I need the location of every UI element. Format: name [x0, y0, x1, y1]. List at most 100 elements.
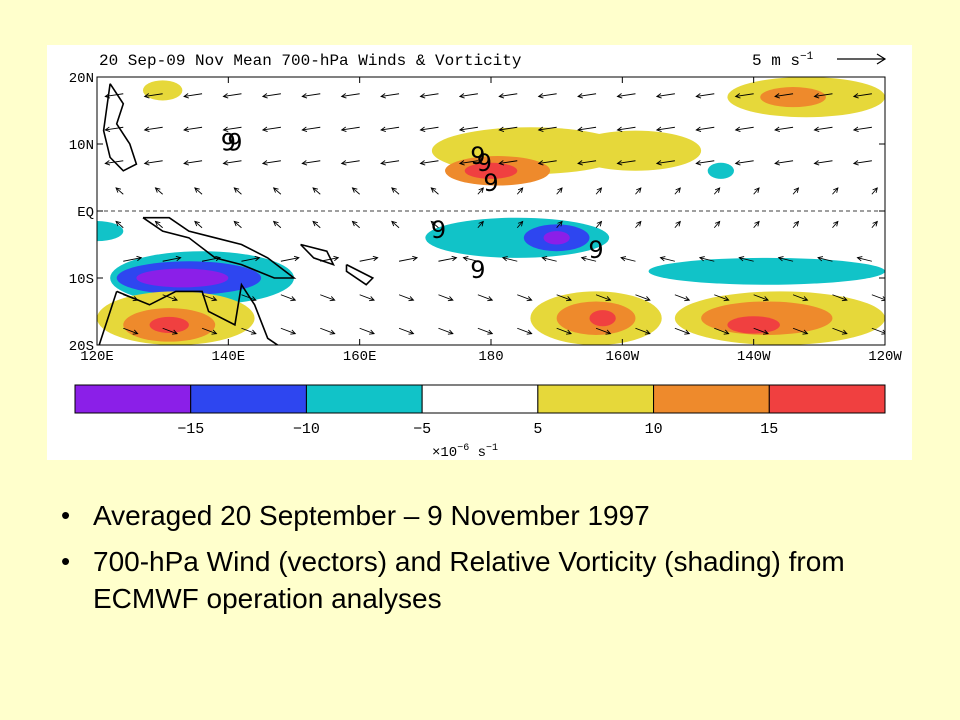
wind-vector [123, 327, 138, 335]
wind-vector-head [272, 187, 279, 193]
wind-vector-head [351, 220, 358, 227]
wind-vector [753, 294, 769, 301]
wind-vector-head [194, 187, 200, 193]
wind-vector [320, 327, 335, 335]
wind-vector [735, 93, 754, 97]
wind-vector [774, 160, 794, 164]
wind-vector-head [430, 187, 437, 193]
wind-vector-head [419, 160, 426, 166]
wind-vector [105, 93, 124, 97]
wind-vector [499, 93, 518, 97]
wind-vector-head [644, 296, 651, 302]
wind-vector [774, 126, 794, 131]
wind-vector [502, 257, 518, 262]
wind-vector [674, 221, 681, 229]
tropical-cyclone-symbol: 9 [221, 129, 236, 157]
wind-vector-head [852, 126, 859, 132]
tropical-cyclone-symbol: 9 [470, 256, 485, 284]
wind-vector-head [290, 296, 297, 302]
wind-vector [144, 160, 163, 164]
wind-vector [595, 294, 611, 301]
wind-vector [341, 126, 360, 131]
wind-vector-head [340, 93, 347, 99]
wind-vector-head [655, 126, 662, 132]
wind-vector-head [143, 126, 150, 132]
wind-vector [832, 294, 848, 301]
coastline [102, 83, 138, 172]
colorbar-tick-label: 15 [760, 421, 778, 438]
wind-vector-head [329, 329, 336, 335]
wind-vector-head [695, 126, 702, 132]
wind-vector [241, 327, 257, 335]
wind-vector-head [104, 126, 111, 132]
wind-vector-head [183, 126, 189, 132]
wind-vector [280, 327, 296, 335]
wind-vector [656, 160, 675, 164]
vorticity-region [707, 162, 734, 179]
wind-vector-head [250, 296, 257, 302]
wind-vector-head [577, 126, 583, 132]
wind-vector-head [175, 255, 182, 262]
wind-vector-head [526, 296, 533, 302]
wind-vector-head [841, 329, 848, 335]
wind-vector [273, 187, 282, 195]
wind-vector-head [526, 329, 533, 335]
wind-vector-head [233, 220, 240, 227]
wind-vector [656, 126, 675, 131]
wind-vector-head [419, 126, 426, 132]
wind-vector-head [881, 296, 885, 302]
wind-vector [459, 126, 478, 131]
wind-vector-head [695, 93, 702, 99]
wind-vector-head [340, 160, 347, 166]
wind-vector-head [458, 126, 465, 132]
wind-vector [273, 221, 282, 229]
x-tick-label: 180 [478, 349, 503, 365]
wind-vector [674, 327, 690, 335]
wind-vector-head [272, 220, 279, 227]
vorticity-figure: 20 Sep-09 Nov Mean 700-hPa Winds & Vorti… [47, 45, 912, 460]
wind-vector [391, 187, 400, 195]
wind-vector-head [233, 187, 240, 193]
wind-vector [635, 294, 651, 301]
wind-vector-head [856, 256, 863, 262]
wind-vector [241, 294, 257, 301]
wind-vector [420, 126, 439, 131]
wind-vector-head [659, 256, 666, 262]
wind-vector [359, 327, 375, 335]
svg-text:5 m s−1: 5 m s−1 [752, 51, 814, 70]
wind-vector [660, 257, 675, 262]
wind-vector [674, 187, 681, 195]
wind-vector-head [154, 220, 161, 227]
wind-vector [398, 327, 414, 335]
wind-vector [871, 327, 885, 334]
y-tick-label: EQ [77, 205, 94, 221]
wind-vector-head [301, 93, 308, 99]
wind-vector-head [841, 296, 848, 302]
wind-vector [853, 126, 872, 131]
vorticity-region [97, 221, 124, 242]
wind-vector [430, 187, 439, 195]
wind-vector [857, 257, 872, 262]
wind-vector-head [802, 329, 809, 335]
wind-vector-head [636, 187, 642, 193]
wind-vector-head [222, 93, 229, 99]
wind-vector-head [537, 160, 544, 166]
wind-vector-head [566, 296, 572, 302]
wind-vector [792, 221, 799, 229]
wind-vector [223, 93, 242, 97]
wind-vector-head [537, 93, 544, 99]
wind-vector [577, 126, 597, 131]
y-tick-label: 20N [69, 71, 94, 87]
wind-vector-head [154, 187, 161, 193]
wind-vector [814, 93, 833, 97]
colorbar-tick-label: 10 [645, 421, 663, 438]
wind-vector [233, 221, 242, 229]
wind-vector-head [462, 256, 469, 262]
wind-vector [774, 93, 794, 97]
wind-vector-head [447, 329, 454, 335]
wind-vector-head [734, 93, 741, 99]
wind-vector-head [293, 255, 300, 262]
chart-title: 20 Sep-09 Nov Mean 700-hPa Winds & Vorti… [99, 52, 522, 70]
wind-vector-head [261, 160, 268, 166]
